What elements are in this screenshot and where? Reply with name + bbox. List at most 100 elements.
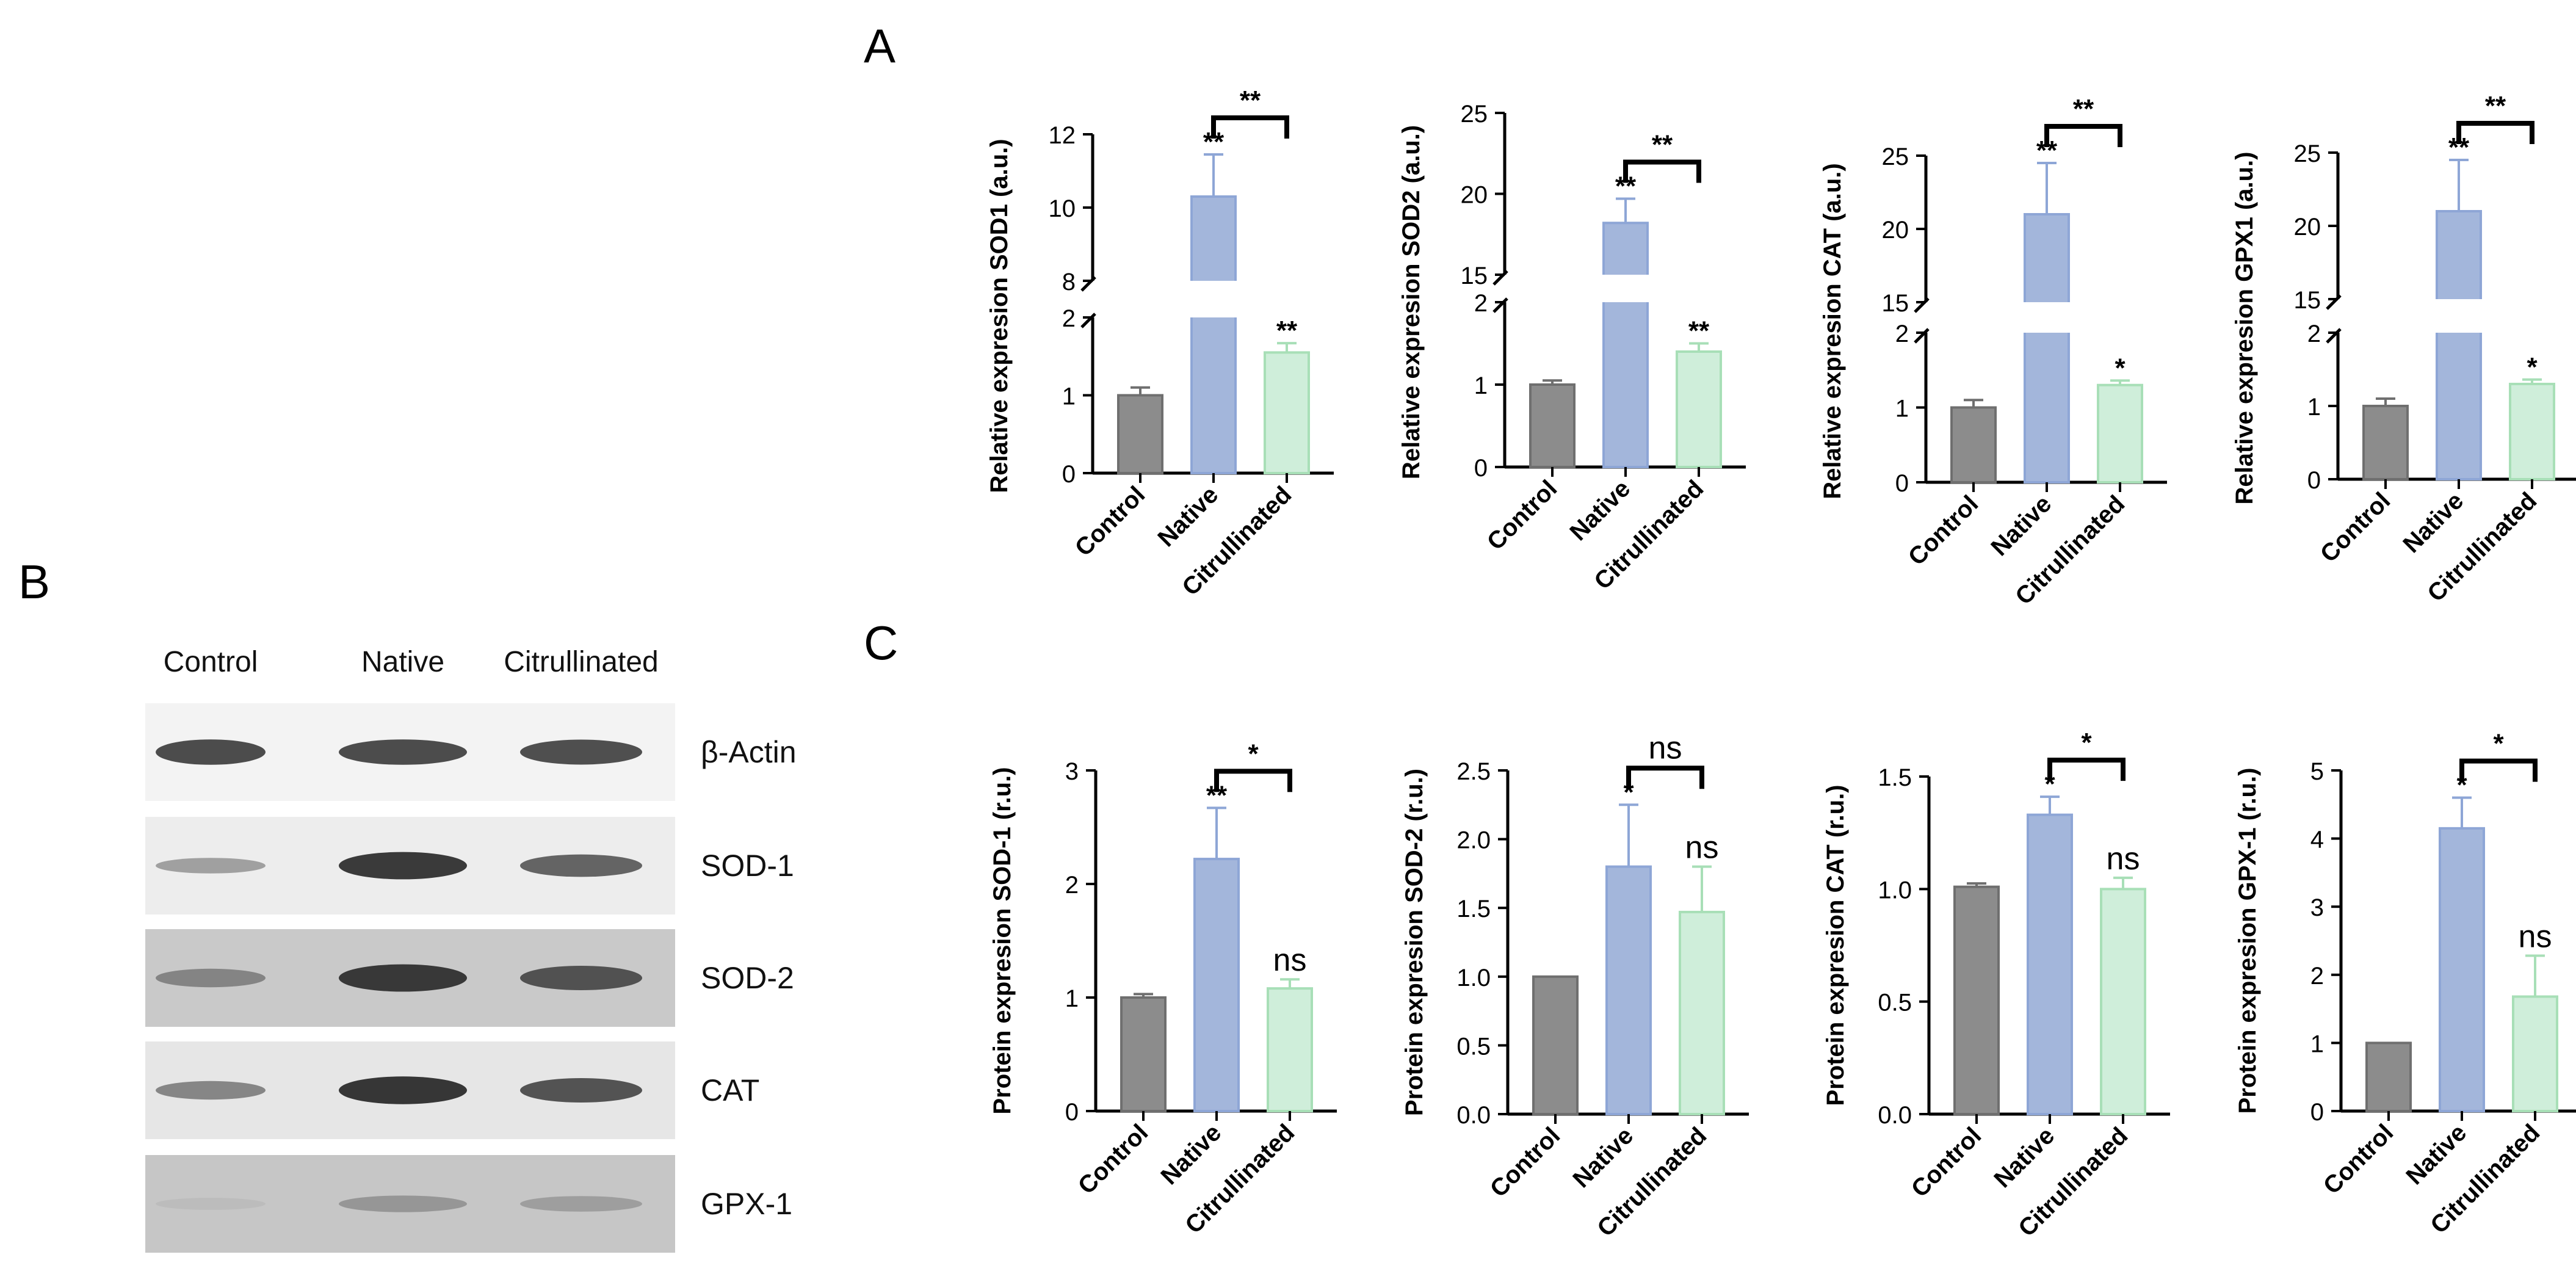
x-tick-label: Native: [2401, 1119, 2472, 1190]
bar-break-gap: [1602, 275, 1649, 302]
significance-label: *: [2044, 769, 2055, 799]
blot-band: [156, 1081, 266, 1100]
bracket-label: ns: [1649, 730, 1682, 766]
blot-band: [520, 1196, 642, 1212]
bar-native: [1602, 222, 1649, 468]
blot-band: [339, 1195, 467, 1212]
blot-band: [520, 1078, 642, 1103]
bar-citrullinated: [2100, 888, 2146, 1116]
y-tick-label: 1: [1065, 985, 1079, 1012]
x-tick-label: Control: [2318, 1119, 2399, 1200]
comparison-bracket: [1623, 159, 1701, 183]
x-tick-label: Native: [1568, 1122, 1638, 1193]
bar-citrullinated: [2509, 383, 2555, 480]
bar-control: [1529, 383, 1576, 468]
y-axis-title: Protein expresion CAT (r.u.): [1822, 785, 1849, 1106]
bracket-label: *: [2493, 729, 2504, 759]
comparison-bracket: [1211, 115, 1289, 139]
panel-label-a: A: [864, 19, 895, 73]
bracket-label: **: [1240, 85, 1261, 115]
bar-native: [2024, 213, 2070, 483]
y-axis-title: Protein expresion GPX-1 (r.u.): [2234, 768, 2261, 1114]
significance-label: ns: [2107, 841, 2140, 877]
bar-native: [2027, 813, 2073, 1115]
y-tick-label: 1.0: [1456, 965, 1491, 991]
y-tick-label: 4: [2310, 827, 2324, 853]
y-tick-label: 12: [1049, 122, 1076, 149]
y-tick-label: 15: [1461, 263, 1488, 289]
bar-control: [1117, 394, 1163, 474]
y-tick-label: 2: [2307, 320, 2321, 347]
y-tick-label: 1: [1895, 396, 1909, 422]
y-tick-label: 2.0: [1456, 827, 1491, 854]
y-tick-label: 0: [2310, 1099, 2324, 1126]
y-tick-label: 3: [1065, 758, 1079, 785]
x-tick-label: Native: [2398, 487, 2469, 558]
axis-break-mark: [2326, 294, 2342, 310]
significance-label: *: [1623, 777, 1634, 807]
significance-label: **: [1276, 316, 1298, 346]
significance-label: ns: [1685, 830, 1719, 866]
bracket-label: *: [2081, 728, 2092, 758]
blot-band: [156, 858, 266, 874]
blot-band: [339, 739, 467, 765]
y-tick-label: 8: [1062, 269, 1076, 295]
y-tick-label: 0.5: [1456, 1033, 1491, 1060]
bar-control: [1953, 885, 2000, 1115]
bar-native: [1193, 858, 1240, 1112]
bar-native: [2439, 827, 2485, 1112]
y-tick-label: 0: [2307, 467, 2321, 494]
significance-label: ns: [1273, 943, 1307, 978]
y-tick-label: 20: [2294, 214, 2321, 241]
y-axis-title: Relative expresion CAT (a.u.): [1819, 163, 1846, 499]
axis-break-mark: [2326, 328, 2342, 344]
y-axis-title: Protein expresion SOD-2 (r.u.): [1401, 769, 1428, 1116]
axis-break-mark: [1914, 328, 1930, 344]
bar-citrullinated: [2512, 995, 2558, 1112]
y-tick-label: 2.5: [1456, 758, 1491, 785]
significance-label: *: [2115, 353, 2126, 383]
blot-band: [520, 739, 642, 765]
bar-control: [1532, 975, 1579, 1116]
significance-label: ns: [2519, 919, 2552, 955]
y-tick-label: 0: [1065, 1099, 1079, 1126]
axis-break-mark: [1492, 297, 1508, 313]
y-tick-label: 1: [1474, 372, 1488, 399]
bracket-label: *: [1248, 739, 1259, 769]
x-tick-label: Control: [1482, 475, 1563, 556]
lane-label: Citrullinated: [504, 646, 658, 678]
band-label: GPX-1: [701, 1187, 792, 1221]
blot-band: [339, 964, 467, 992]
y-tick-label: 1: [1062, 383, 1076, 410]
y-tick-label: 2: [1065, 872, 1079, 899]
y-tick-label: 1: [2310, 1030, 2324, 1057]
significance-label: **: [1688, 316, 1710, 346]
bracket-label: **: [2073, 94, 2094, 124]
bar-citrullinated: [1267, 987, 1313, 1112]
y-tick-label: 1.5: [1878, 764, 1912, 791]
y-tick-label: 1.0: [1878, 877, 1912, 904]
comparison-bracket: [1214, 769, 1292, 792]
blot-band: [156, 968, 266, 988]
axis-break-mark: [1492, 270, 1508, 286]
y-axis-title: Protein expresion SOD-1 (r.u.): [989, 767, 1016, 1114]
y-tick-label: 20: [1882, 217, 1909, 244]
y-axis-title: Relative expresion SOD1 (a.u.): [986, 139, 1013, 493]
bar-break-gap: [2023, 302, 2071, 333]
axis-break-mark: [1914, 297, 1930, 313]
y-tick-label: 2: [1895, 320, 1909, 347]
y-tick-label: 0.0: [1878, 1102, 1912, 1129]
bar-control: [2365, 1041, 2412, 1113]
bar-control: [1120, 996, 1167, 1112]
x-tick-label: Native: [1986, 490, 2057, 561]
bar-citrullinated: [1679, 910, 1725, 1116]
bar-control: [1950, 406, 1997, 483]
y-tick-label: 25: [2294, 140, 2321, 167]
